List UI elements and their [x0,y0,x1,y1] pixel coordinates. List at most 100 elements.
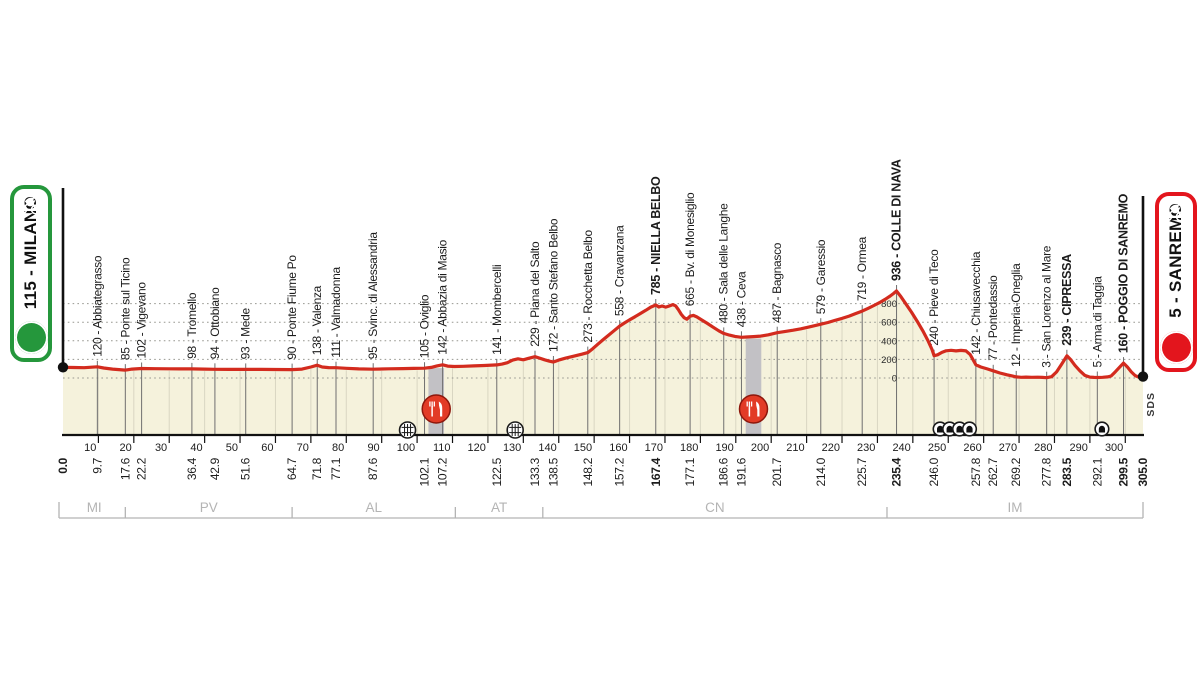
tunnel-icon [1094,421,1110,437]
km-tick-label: 260 [963,442,981,454]
town-label: 240 - Pieve di Teco [927,249,941,346]
km-tick-label: 200 [751,442,769,454]
finish-cyclist-badge [1159,201,1193,364]
tunnel-icon [961,421,978,437]
town-label: 480 - Sala delle Langhe [717,203,731,323]
town-label: 239 - CIPRESSA [1060,254,1074,346]
distance-label: 292.1 [1090,457,1104,486]
town-label: 273 - Rocchetta Belbo [581,230,595,343]
town-label: 160 - POGGIO DI SANREMO [1117,193,1131,353]
town-label: 785 - NIELLA BELBO [649,176,663,295]
km-tick-label: 190 [715,442,733,454]
town-label: 12 - Imperia-Oneglia [1009,263,1023,367]
start-dot [57,362,69,373]
km-tick-label: 90 [367,442,379,454]
km-tick-label: 250 [928,442,946,454]
km-tick-label: 230 [857,442,875,454]
province-label: CN [705,500,725,515]
distance-label: 214.0 [814,457,828,486]
distance-label: 64.7 [285,457,299,480]
distance-label: 283.5 [1060,457,1074,486]
town-label: 105 - Oviglio [418,294,432,358]
km-tick-label: 120 [468,442,486,454]
km-tick-label: 300 [1105,442,1123,454]
town-label: 142 - Abbazia di Masio [436,239,450,354]
distance-label: 51.6 [239,457,253,480]
distance-label: 22.2 [135,457,149,480]
elevation-scale-label: 400 [881,336,897,347]
feed-zone-icon [421,394,451,424]
distance-label: 305.0 [1136,457,1150,486]
distance-label: 42.9 [208,457,222,480]
km-tick-label: 170 [645,442,663,454]
distance-label: 269.2 [1009,457,1023,486]
province-label: AL [365,500,382,515]
distance-label: 186.6 [717,457,731,486]
province-label: PV [200,500,218,515]
province-label: MI [87,500,102,515]
level-crossing-icon [398,421,417,439]
town-label: 95 - Svinc. di Alessandria [366,232,380,360]
km-tick-label: 150 [574,442,592,454]
cyclist-icon [1162,201,1186,222]
km-tick-label: 210 [786,442,804,454]
town-label: 665 - Bv. di Monesiglio [683,192,697,306]
km-tick-label: 60 [261,442,273,454]
km-tick-label: 110 [433,442,451,454]
profile-line [61,289,1145,380]
level-crossing-icon [506,421,524,439]
town-label: 90 - Ponte Fiume Po [285,255,299,360]
town-label: 102 - Vigevano [135,282,149,359]
distance-label: 277.8 [1040,457,1054,486]
elevation-scale-label: 800 [881,299,897,310]
distance-label: 246.0 [927,457,941,486]
town-label: 94 - Ottobiano [208,287,222,359]
distance-label: 167.4 [649,457,663,486]
km-tick-label: 80 [332,442,344,454]
distance-label: 0.0 [56,457,70,473]
elevation-area [63,291,1143,435]
town-label: 98 - Tromello [185,292,199,359]
town-label: 172 - Santo Stefano Belbo [546,218,560,352]
km-tick-label: 290 [1070,442,1088,454]
town-label: 141 - Mombercelli [490,265,504,355]
town-label: 93 - Mede [239,307,253,359]
distance-label: 77.1 [329,457,343,480]
distance-label: 122.5 [490,457,504,486]
km-tick-label: 130 [503,442,521,454]
km-tick-label: 50 [226,442,238,454]
km-tick-label: 270 [999,442,1017,454]
town-label: 138 - Valenza [310,285,324,355]
km-tick-label: 160 [609,442,627,454]
distance-label: 133.3 [528,457,542,486]
province-label: IM [1008,500,1023,515]
distance-label: 299.5 [1117,457,1131,486]
cyclist-icon [17,194,41,215]
town-label: 558 - Cravanzana [613,225,627,316]
town-label: 120 - Abbiategrasso [90,255,104,357]
km-tick-label: 240 [892,442,910,454]
start-badge: 115 - MILANO [10,185,52,362]
town-label: 229 - Piana del Salto [528,241,542,347]
finish-dot [1137,371,1149,382]
distance-label: 17.6 [118,457,132,480]
distance-label: 257.8 [969,457,983,486]
town-label: 111 - Valmadonna [329,266,343,357]
km-tick-label: 140 [538,442,556,454]
feed-zone-icon [738,394,769,424]
town-label: 719 - Ormea [855,236,869,301]
distance-label: 235.4 [890,457,904,486]
km-tick-label: 180 [680,442,698,454]
distance-label: 191.6 [735,457,749,486]
distance-label: 102.1 [418,457,432,486]
start-cyclist-badge [14,194,48,354]
km-tick-label: 10 [84,442,96,454]
distance-label: 138.5 [546,457,560,486]
finish-badge: 5 - SANREMO [1155,192,1197,372]
km-tick-label: 30 [155,442,167,454]
distance-label: 157.2 [613,457,627,486]
town-label: 85 - Ponte sul Ticino [118,257,132,360]
km-tick-label: 70 [297,442,309,454]
distance-label: 262.7 [986,457,1000,486]
